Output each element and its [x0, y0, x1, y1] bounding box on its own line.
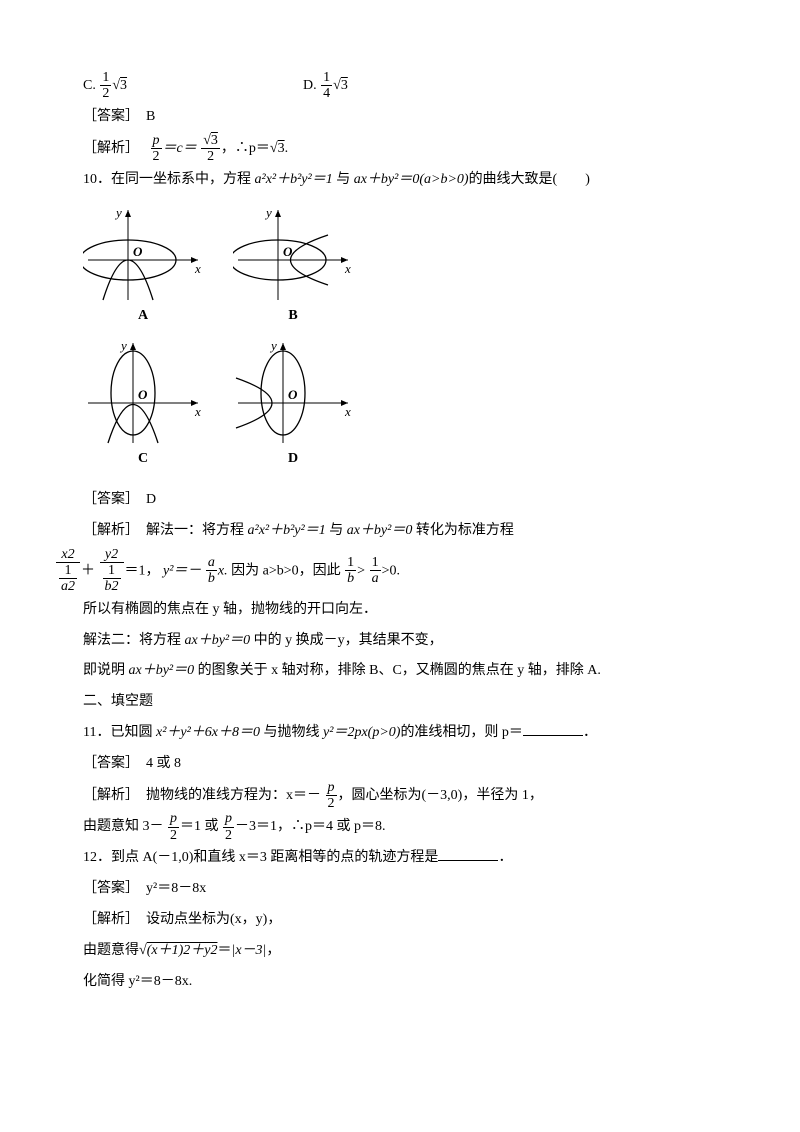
- solution-10-l1: ［解析］ 解法一：将方程 a²x²＋b²y²＝1 与 ax＋by²＝0 转化为标…: [55, 516, 745, 547]
- figure-b: x y O B: [233, 205, 353, 332]
- solution-11-l2: 由题意知 3－ p2＝1 或 p2－3＝1，∴p＝4 或 p＝8.: [55, 811, 745, 843]
- solution-12-l3: 化简得 y²＝8－8x.: [55, 967, 745, 998]
- section-2: 二、填空题: [55, 687, 745, 718]
- solution-10-l2: x2 1a2 ＋ y2 1b2 ＝1， y²＝－ abx. 因为 a>b>0，因…: [55, 547, 745, 595]
- blank-11: [523, 721, 583, 736]
- svg-text:y: y: [269, 338, 277, 353]
- question-10: 10．在同一坐标系中，方程 a²x²＋b²y²＝1 与 ax＋by²＝0(a>b…: [55, 165, 745, 196]
- solution-10-l5: 即说明 ax＋by²＝0 的图象关于 x 轴对称，排除 B、C，又椭圆的焦点在 …: [55, 656, 745, 687]
- solution-10-l3: 所以有椭圆的焦点在 y 轴，抛物线的开口向左．: [55, 595, 745, 626]
- option-d: D. 1 4 3: [303, 70, 503, 102]
- svg-text:y: y: [264, 205, 272, 220]
- solution-11-l1: ［解析］ 抛物线的准线方程为：x＝－ p2，圆心坐标为(－3,0)，半径为 1，: [55, 780, 745, 812]
- answer-10: ［答案］ D: [55, 485, 745, 516]
- question-12: 12．到点 A(－1,0)和直线 x＝3 距离相等的点的轨迹方程是．: [55, 843, 745, 874]
- option-d-prefix: D.: [303, 78, 317, 93]
- svg-text:O: O: [288, 387, 298, 402]
- solution-12-l2: 由题意得(x＋1)2＋y2＝x－3，: [55, 936, 745, 967]
- option-c: C. 1 2 3: [55, 70, 303, 102]
- figure-a: x y O A: [83, 205, 203, 332]
- option-c-prefix: C.: [83, 78, 96, 93]
- answer-9: ［答案］ B: [55, 102, 745, 133]
- figure-grid: x y O A x y O B: [83, 205, 745, 475]
- svg-text:O: O: [133, 244, 143, 259]
- solution-9: ［解析］ p 2 ＝c＝ 3 2 ，∴p＝3.: [55, 133, 745, 165]
- svg-text:y: y: [114, 205, 122, 220]
- solution-10-l4: 解法二：将方程 ax＋by²＝0 中的 y 换成－y，其结果不变，: [55, 626, 745, 657]
- answer-12: ［答案］ y²＝8－8x: [55, 874, 745, 905]
- figure-d: x y O D: [233, 338, 353, 475]
- option-c-frac: 1 2: [100, 70, 111, 102]
- question-11: 11．已知圆 x²＋y²＋6x＋8＝0 与抛物线 y²＝2px(p>0)的准线相…: [55, 718, 745, 749]
- solution-12-l1: ［解析］ 设动点坐标为(x，y)，: [55, 905, 745, 936]
- svg-text:x: x: [344, 261, 351, 276]
- svg-text:O: O: [138, 387, 148, 402]
- svg-text:x: x: [194, 261, 201, 276]
- figure-c: x y O C: [83, 338, 203, 475]
- blank-12: [438, 846, 498, 861]
- svg-text:x: x: [194, 404, 201, 419]
- option-d-frac: 1 4: [321, 70, 332, 102]
- svg-text:x: x: [344, 404, 351, 419]
- answer-11: ［答案］ 4 或 8: [55, 749, 745, 780]
- svg-text:y: y: [119, 338, 127, 353]
